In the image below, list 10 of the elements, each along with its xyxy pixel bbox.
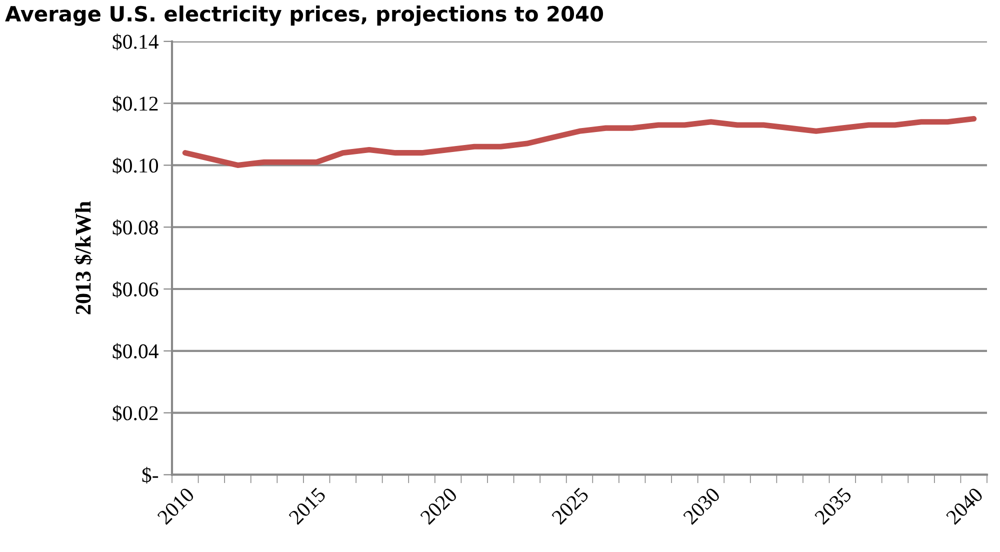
y-tick-label: $0.02	[112, 404, 158, 422]
y-tick-label: $0.04	[112, 343, 158, 360]
y-tick-label: $0.14	[112, 34, 158, 50]
chart-title: Average U.S. electricity prices, projections to 2040	[5, 6, 604, 26]
y-tick-label: $-	[142, 466, 158, 484]
y-tick-label: $0.10	[112, 157, 158, 174]
y-tick-label: $0.08	[112, 219, 158, 236]
y-tick-label: $0.06	[112, 281, 158, 298]
y-axis-title: 2013 $/kWh	[74, 201, 92, 314]
y-tick-label: $0.12	[112, 95, 158, 112]
